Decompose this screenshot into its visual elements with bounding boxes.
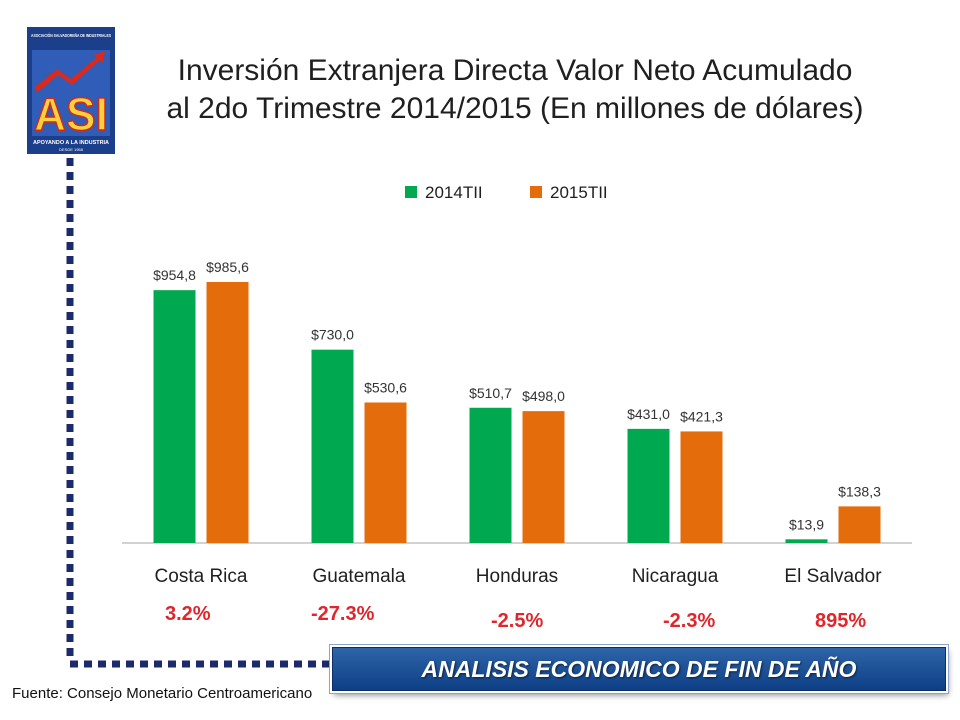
bar-honduras-2015TII [522, 411, 565, 543]
legend-label-2014TII: 2014TII [425, 183, 483, 202]
chart-title: Inversión Extranjera Directa Valor Neto … [130, 52, 900, 128]
legend-swatch-2014TII [405, 186, 417, 198]
logo-letters: ASI [34, 88, 108, 140]
change-nicaragua: -2.3% [663, 610, 716, 632]
change-el-salvador: 895% [815, 610, 867, 632]
bar-el-salvador-2015TII [838, 506, 881, 543]
x-tick-label: Guatemala [313, 566, 406, 587]
data-label-costa-rica-2015TII: $985,6 [206, 259, 249, 275]
change-guatemala: -27.3% [311, 603, 375, 625]
bar-guatemala-2014TII [311, 349, 354, 543]
data-label-el-salvador-2014TII: $13,9 [789, 516, 824, 532]
change-costa-rica: 3.2% [165, 603, 211, 625]
x-tick-label: El Salvador [784, 566, 882, 587]
bar-nicaragua-2014TII [627, 428, 670, 543]
x-tick-label: Honduras [476, 566, 558, 587]
logo-arrow-icon [35, 51, 105, 93]
change-honduras: -2.5% [491, 610, 544, 632]
data-label-costa-rica-2014TII: $954,8 [153, 267, 196, 283]
data-label-guatemala-2014TII: $730,0 [311, 327, 354, 343]
logo-top-text: ASOCIACIÓN SALVADOREÑA DE INDUSTRIALES [31, 31, 111, 38]
legend-label-2015TII: 2015TII [550, 183, 608, 202]
data-label-guatemala-2015TII: $530,6 [364, 379, 407, 395]
data-label-el-salvador-2015TII: $138,3 [838, 483, 881, 499]
data-label-nicaragua-2014TII: $431,0 [627, 406, 670, 422]
asi-logo: ASOCIACIÓN SALVADOREÑA DE INDUSTRIALES A… [27, 27, 115, 154]
logo-since-text: DESDE 1958 [59, 147, 84, 152]
source-note: Fuente: Consejo Monetario Centroamerican… [12, 685, 313, 702]
data-label-honduras-2015TII: $498,0 [522, 388, 565, 404]
section-banner-label: ANALISIS ECONOMICO DE FIN DE AÑO [421, 655, 857, 682]
bar-el-salvador-2014TII [785, 539, 828, 543]
bar-chart: 2014TII 2015TII $954,8 $985,6 Costa Rica $730… [122, 183, 912, 587]
data-label-honduras-2014TII: $510,7 [469, 385, 512, 401]
bar-costa-rica-2015TII [206, 282, 249, 543]
x-tick-label: Costa Rica [155, 566, 248, 587]
data-label-nicaragua-2015TII: $421,3 [680, 408, 723, 424]
logo-inner [32, 50, 110, 136]
legend-swatch-2015TII [530, 186, 542, 198]
chart-title-line-2: al 2do Trimestre 2014/2015 (En millones … [166, 92, 864, 125]
bar-nicaragua-2015TII [680, 431, 723, 543]
bar-costa-rica-2014TII [153, 290, 196, 543]
bar-guatemala-2015TII [364, 402, 407, 543]
section-banner: ANALISIS ECONOMICO DE FIN DE AÑO [332, 647, 946, 691]
logo-bottom-text: APOYANDO A LA INDUSTRIA [33, 140, 109, 146]
x-tick-label: Nicaragua [632, 566, 719, 587]
bar-honduras-2014TII [469, 407, 512, 543]
chart-title-line-1: Inversión Extranjera Directa Valor Neto … [177, 54, 853, 87]
